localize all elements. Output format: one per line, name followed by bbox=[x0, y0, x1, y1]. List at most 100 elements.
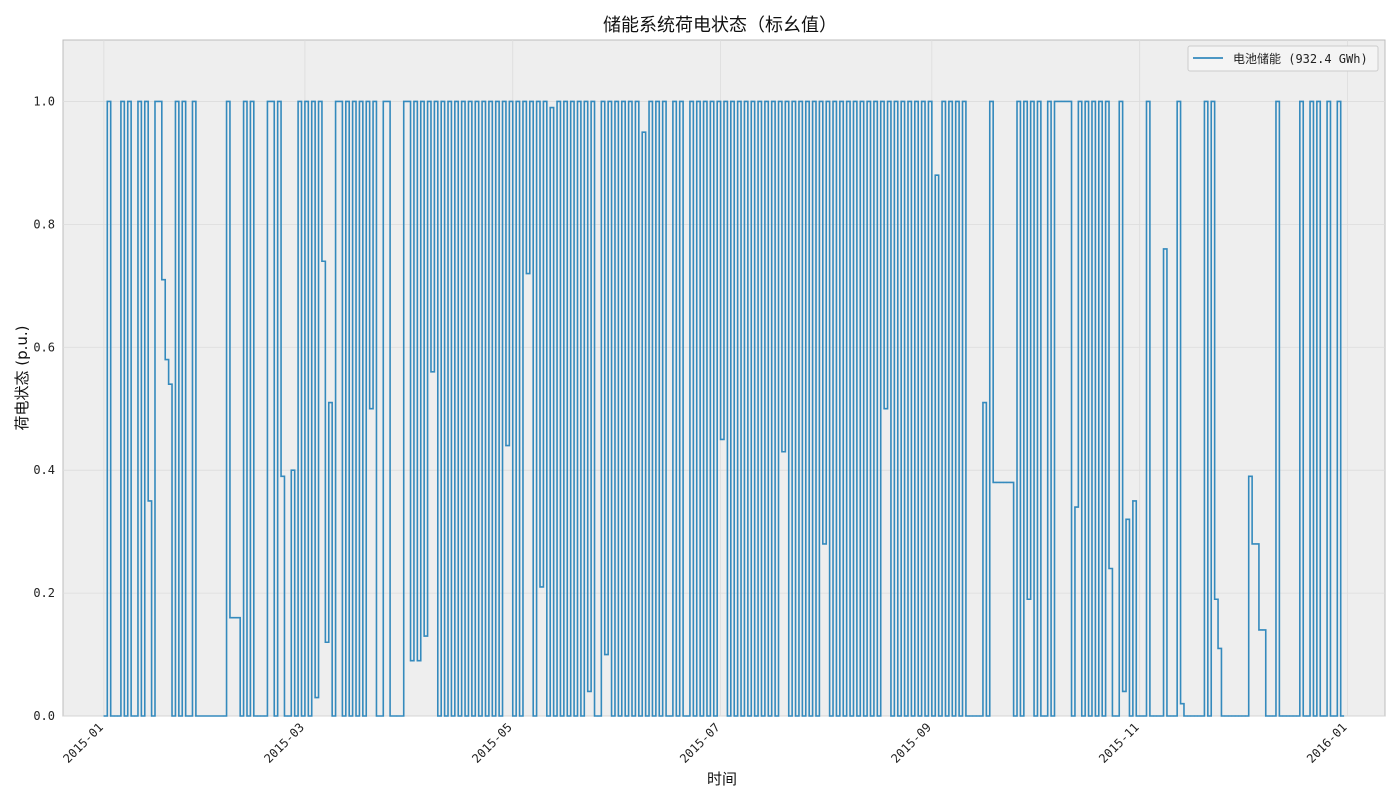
data-point bbox=[573, 715, 575, 717]
data-point bbox=[989, 100, 991, 103]
data-point bbox=[396, 715, 398, 717]
y-axis-title: 荷电状态 (p.u.) bbox=[13, 325, 31, 430]
data-point bbox=[668, 715, 671, 717]
data-point bbox=[921, 100, 923, 103]
data-point bbox=[604, 653, 606, 656]
data-point bbox=[801, 715, 803, 717]
data-point bbox=[1268, 715, 1270, 717]
data-point bbox=[839, 100, 841, 103]
data-point bbox=[886, 100, 889, 103]
data-point bbox=[580, 715, 582, 717]
data-point bbox=[447, 100, 449, 103]
data-point bbox=[450, 715, 453, 717]
data-point bbox=[982, 401, 984, 404]
data-point bbox=[566, 715, 568, 717]
data-point bbox=[781, 451, 783, 453]
data-point bbox=[692, 715, 694, 717]
data-point bbox=[324, 641, 326, 643]
data-point bbox=[563, 100, 565, 103]
x-tick-label: 2015-11 bbox=[1096, 720, 1142, 766]
data-point bbox=[546, 715, 548, 717]
data-point bbox=[341, 715, 343, 717]
data-point bbox=[1299, 100, 1301, 103]
data-point bbox=[120, 100, 122, 103]
data-point bbox=[290, 469, 292, 471]
data-point bbox=[771, 100, 773, 103]
data-point bbox=[1200, 715, 1202, 717]
data-point bbox=[910, 715, 912, 717]
data-point bbox=[130, 715, 132, 717]
data-point bbox=[321, 260, 323, 262]
data-point bbox=[1064, 100, 1066, 103]
data-point bbox=[931, 715, 933, 717]
data-point bbox=[1336, 100, 1338, 103]
data-point bbox=[1244, 715, 1246, 717]
y-tick-label: 0.2 bbox=[33, 586, 55, 600]
data-point bbox=[260, 715, 262, 717]
data-point bbox=[437, 715, 439, 717]
legend-box bbox=[1187, 45, 1379, 72]
data-point bbox=[682, 715, 684, 717]
data-point bbox=[256, 715, 258, 717]
data-point bbox=[825, 100, 827, 103]
data-point bbox=[413, 100, 415, 103]
data-point bbox=[161, 279, 163, 281]
data-point bbox=[355, 715, 357, 717]
data-point bbox=[191, 100, 194, 103]
data-point bbox=[733, 715, 735, 717]
data-point bbox=[1087, 715, 1090, 717]
data-point bbox=[866, 100, 868, 103]
data-point bbox=[246, 715, 248, 717]
data-point bbox=[375, 715, 378, 717]
data-point bbox=[917, 715, 919, 717]
data-point bbox=[750, 100, 752, 103]
data-point bbox=[423, 635, 425, 637]
data-point bbox=[1139, 715, 1141, 717]
data-point bbox=[1316, 100, 1318, 103]
data-point bbox=[171, 715, 173, 717]
data-point bbox=[147, 500, 149, 502]
data-point bbox=[1074, 506, 1076, 508]
data-point bbox=[941, 100, 943, 103]
data-point bbox=[144, 100, 146, 103]
data-point bbox=[961, 100, 964, 103]
data-point bbox=[934, 174, 936, 176]
data-point bbox=[743, 100, 746, 103]
data-point bbox=[948, 100, 950, 103]
y-tick-label: 1.0 bbox=[33, 94, 55, 108]
data-point bbox=[576, 100, 579, 103]
data-point bbox=[133, 715, 136, 717]
data-point bbox=[1077, 100, 1079, 103]
data-point bbox=[965, 715, 967, 717]
data-point bbox=[597, 715, 599, 717]
data-point bbox=[699, 715, 701, 717]
data-point bbox=[607, 100, 609, 103]
data-point bbox=[658, 715, 660, 717]
data-point bbox=[1125, 518, 1127, 520]
data-point bbox=[389, 715, 391, 717]
data-point bbox=[369, 408, 371, 410]
data-point bbox=[110, 715, 112, 717]
data-point bbox=[1094, 715, 1096, 717]
data-point bbox=[440, 100, 442, 103]
data-point bbox=[883, 408, 885, 410]
data-point bbox=[1183, 715, 1185, 717]
data-point bbox=[1227, 715, 1229, 717]
data-point bbox=[716, 100, 718, 103]
data-point bbox=[491, 715, 493, 717]
data-point bbox=[1340, 715, 1342, 717]
data-point bbox=[1306, 715, 1308, 717]
data-point bbox=[266, 100, 269, 103]
data-point bbox=[549, 107, 551, 109]
data-point bbox=[140, 715, 142, 717]
data-point bbox=[457, 715, 459, 717]
data-point bbox=[696, 100, 698, 103]
data-point bbox=[239, 715, 241, 717]
data-point bbox=[938, 715, 940, 717]
data-point bbox=[1288, 715, 1291, 717]
data-point bbox=[505, 445, 507, 447]
data-point bbox=[951, 715, 953, 717]
data-point bbox=[995, 481, 998, 484]
x-tick-label: 2015-09 bbox=[888, 720, 934, 766]
data-point bbox=[1312, 715, 1315, 717]
